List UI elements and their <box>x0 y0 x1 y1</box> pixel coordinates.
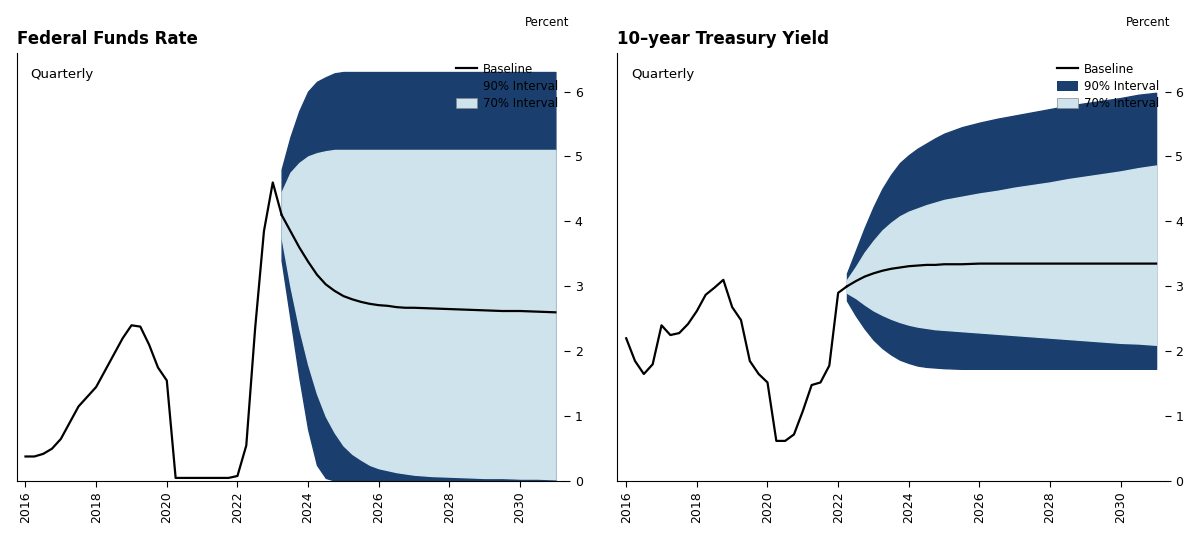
Legend: Baseline, 90% Interval, 70% Interval: Baseline, 90% Interval, 70% Interval <box>456 63 558 110</box>
Text: Quarterly: Quarterly <box>631 68 695 80</box>
Text: Quarterly: Quarterly <box>30 68 94 80</box>
Text: Percent: Percent <box>526 16 570 29</box>
Legend: Baseline, 90% Interval, 70% Interval: Baseline, 90% Interval, 70% Interval <box>1057 63 1159 110</box>
Text: Percent: Percent <box>1126 16 1170 29</box>
Text: 10–year Treasury Yield: 10–year Treasury Yield <box>617 30 829 48</box>
Text: Federal Funds Rate: Federal Funds Rate <box>17 30 198 48</box>
